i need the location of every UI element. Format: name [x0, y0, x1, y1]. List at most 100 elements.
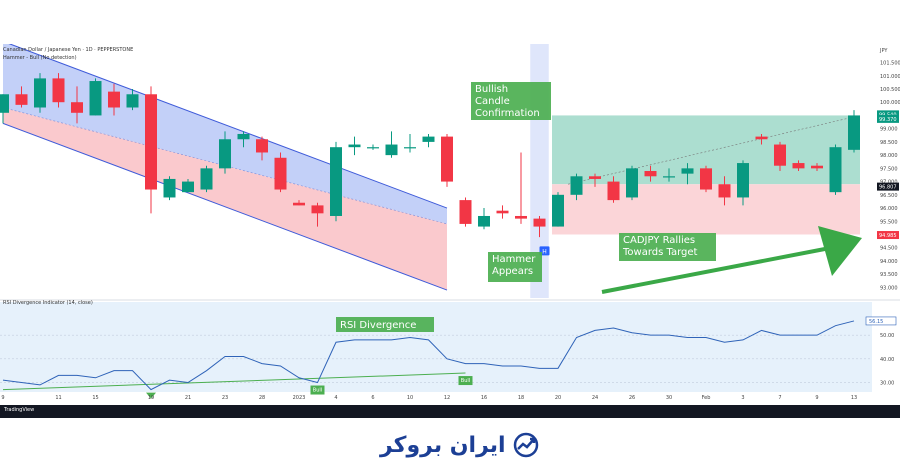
candle-body [533, 218, 546, 227]
date-tick-label: 4 [334, 395, 337, 401]
candle-body [681, 168, 694, 174]
brand-text: ایران بروکر [380, 432, 506, 458]
date-tick-label: 3 [741, 395, 744, 401]
price-tick-label: 94.000 [880, 259, 898, 265]
rsi-divergence-line [2, 372, 466, 391]
rsi-level-label: 40.00 [880, 357, 894, 363]
candle-body [89, 81, 102, 116]
candle-body [108, 91, 120, 108]
candle-body [644, 171, 657, 177]
candle-body [34, 78, 46, 108]
date-tick-label: 2023 [293, 395, 306, 401]
price-badge [877, 110, 899, 119]
rsi-line [2, 320, 855, 391]
indicator-legend: Hammer - Bull (No detection) [3, 55, 77, 61]
annotation-text: Hammer [492, 254, 536, 265]
candle-body [126, 94, 139, 108]
date-tick-label: 26 [629, 395, 635, 401]
rsi-bull-marker [458, 376, 473, 386]
candle-body [0, 94, 9, 113]
candle-body [515, 215, 527, 219]
target-projection-line [567, 115, 861, 185]
date-tick-label: 9 [815, 395, 818, 401]
date-tick-label: 15 [92, 395, 98, 401]
annotation-text: Candle [475, 96, 510, 107]
price-badge [877, 231, 899, 240]
annotation-text: Towards Target [622, 247, 698, 258]
candle-body [182, 181, 194, 193]
price-tick-label: 93.000 [880, 285, 898, 291]
rsi-level-label: 50.00 [880, 333, 894, 339]
candle-body [829, 147, 842, 193]
candle-body [459, 200, 472, 224]
candle-body [71, 102, 83, 113]
candle-body [700, 168, 712, 190]
chart-footer-bar [0, 405, 900, 418]
rsi-low-marker [146, 392, 156, 399]
candle-body [385, 144, 398, 156]
price-tick-label: 98.000 [880, 153, 898, 159]
annotation-box [471, 82, 551, 120]
candle-body [663, 176, 675, 178]
price-tick-label: 98.500 [880, 140, 898, 146]
symbol-legend: Canadian Dollar / Japanese Yen · 1D · PE… [3, 47, 134, 53]
hammer-marker-label: H [542, 248, 547, 255]
rsi-bull-marker [310, 385, 325, 395]
annotation-box [619, 233, 716, 261]
candle-body [293, 202, 305, 206]
candle-body [737, 163, 749, 198]
rsi-value-label: 56.15 [869, 319, 883, 325]
price-tick-label: 97.000 [880, 180, 898, 186]
rally-arrow-head [818, 226, 862, 276]
price-tick-label: 96.500 [880, 193, 898, 199]
price-badge-label: 99.370 [879, 117, 897, 123]
candle-body [163, 178, 176, 198]
rsi-bull-label: Bull [461, 378, 470, 384]
chart-header: Canadian Dollar / Japanese Yen · 1D · PE… [0, 0, 900, 61]
price-tick-label: 95.500 [880, 219, 898, 225]
candle-body [237, 133, 250, 140]
price-tick-label: 99.000 [880, 127, 898, 133]
tradingview-logo: TradingView [4, 407, 35, 413]
date-tick-label: Feb [702, 395, 711, 401]
date-tick-label: 30 [666, 395, 672, 401]
date-tick-label: 12 [444, 395, 450, 401]
date-tick-label: 16 [481, 395, 487, 401]
target-stop-zone [552, 184, 860, 235]
price-tick-label: 100.000 [880, 100, 900, 106]
rsi-bull-label: Bull [313, 388, 322, 394]
channel-lower-line [2, 122, 448, 291]
price-badge-label: 94.985 [879, 233, 897, 239]
date-tick-label: 28 [259, 395, 265, 401]
date-tick-label: 21 [185, 395, 191, 401]
price-tick-label: 94.500 [880, 246, 898, 252]
candle-body [570, 176, 583, 195]
brand: ایران بروکر [380, 428, 540, 462]
candle-body [219, 139, 231, 169]
annotation-text: Appears [492, 266, 533, 277]
candle-body [848, 115, 860, 150]
date-tick-label: 7 [778, 395, 781, 401]
candle-body [422, 136, 435, 142]
candle-body [256, 139, 268, 153]
date-tick-label: 9 [1, 395, 4, 401]
rally-arrow-shaft [601, 246, 831, 294]
candle-body [15, 94, 28, 105]
currency-label: JPY [879, 48, 888, 54]
candle-body [311, 205, 324, 214]
brand-logo-icon [513, 432, 538, 458]
rsi-value-badge [865, 316, 897, 326]
candle-body [626, 168, 638, 198]
annotation-text: CADJPY Rallies [623, 235, 695, 246]
channel-lower-zone [3, 107, 447, 291]
candle-body [496, 210, 509, 214]
candle-body [552, 194, 564, 227]
candle-body [348, 144, 361, 148]
annotation-text: Confirmation [475, 108, 540, 119]
price-tick-label: 97.500 [880, 166, 898, 172]
price-tick-label: 93.500 [880, 272, 898, 278]
price-badge [877, 114, 899, 123]
annotation-box [488, 252, 542, 282]
